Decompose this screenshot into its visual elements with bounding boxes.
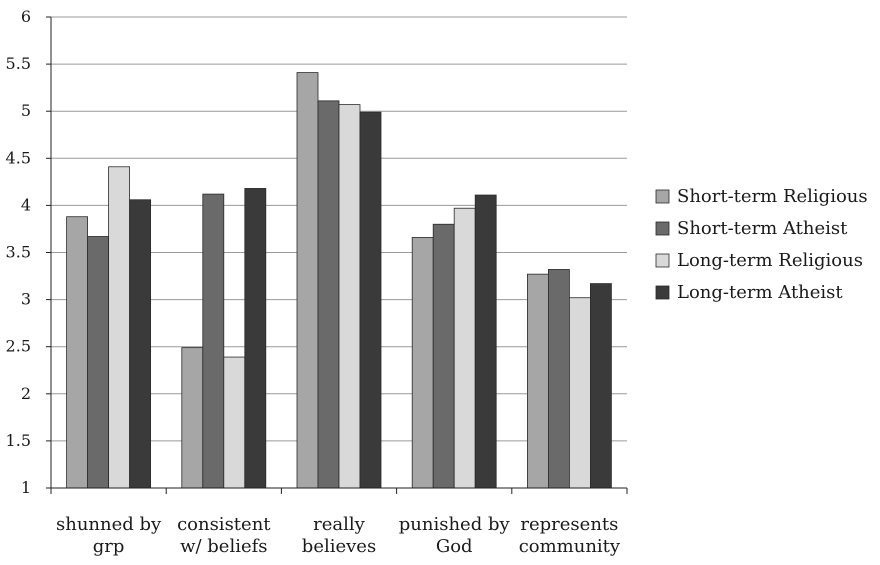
bar-long-term-atheist-0 xyxy=(129,199,152,489)
bars xyxy=(66,72,612,489)
x-category-label: w/ beliefs xyxy=(180,536,267,557)
y-tick-label: 3.5 xyxy=(6,243,31,262)
bar-short-term-religious-1 xyxy=(181,347,204,489)
y-tick-label: 5.5 xyxy=(6,54,31,73)
legend-label: Short-term Religious xyxy=(677,186,868,207)
bar-short-term-religious-0 xyxy=(66,216,88,489)
y-tick-label: 6 xyxy=(21,7,31,26)
legend: Short-term Religious Short-term Atheist Lo… xyxy=(655,186,868,303)
y-tick-label: 2.5 xyxy=(6,337,31,356)
bar-short-term-religious-2 xyxy=(296,72,319,489)
x-category-label: punished by xyxy=(399,514,511,535)
y-tick-label: 2 xyxy=(21,384,31,403)
bar-short-term-religious-3 xyxy=(411,237,434,489)
y-tick-label: 4 xyxy=(21,195,31,214)
bar-long-term-atheist-1 xyxy=(244,188,267,489)
x-category-label: grp xyxy=(93,536,125,557)
bar-short-term-atheist-1 xyxy=(202,193,225,489)
legend-label: Long-term Atheist xyxy=(677,282,843,303)
bar-long-term-religious-2 xyxy=(338,104,361,489)
x-category-label: believes xyxy=(302,536,376,557)
y-tick-label: 3 xyxy=(21,290,31,309)
legend-swatch xyxy=(655,221,670,236)
bar-short-term-religious-4 xyxy=(527,273,549,489)
x-category-label: really xyxy=(313,514,366,535)
bar-long-term-atheist-4 xyxy=(590,283,612,489)
x-category-label: shunned by xyxy=(56,514,162,535)
x-category-label: consistent xyxy=(177,514,271,535)
bar-long-term-atheist-3 xyxy=(474,194,497,489)
y-tick-label: 1.5 xyxy=(6,431,31,450)
y-tick-labels: 1 1.5 2 2.5 3 3.5 4 4.5 5 5.5 6 xyxy=(6,7,31,497)
axes xyxy=(46,16,628,494)
bar-short-term-atheist-4 xyxy=(548,269,570,489)
bar-long-term-religious-0 xyxy=(108,166,130,489)
y-tick-label: 5 xyxy=(21,101,31,120)
bar-short-term-atheist-0 xyxy=(87,236,109,489)
bar-long-term-atheist-2 xyxy=(359,111,382,489)
legend-swatch xyxy=(655,253,670,268)
x-category-label: community xyxy=(519,536,621,557)
y-tick-label: 4.5 xyxy=(6,148,31,167)
legend-label: Long-term Religious xyxy=(677,250,863,271)
bar-short-term-atheist-3 xyxy=(432,223,455,489)
x-category-label: represents xyxy=(520,514,618,535)
legend-swatch xyxy=(655,189,670,204)
y-tick-label: 1 xyxy=(21,478,31,497)
bar-long-term-religious-1 xyxy=(223,356,246,489)
bar-short-term-atheist-2 xyxy=(317,100,340,489)
bar-long-term-religious-4 xyxy=(569,297,591,489)
legend-label: Short-term Atheist xyxy=(677,218,848,239)
x-category-label: God xyxy=(436,536,473,557)
legend-swatch xyxy=(655,285,670,300)
bar-long-term-religious-3 xyxy=(453,207,476,489)
